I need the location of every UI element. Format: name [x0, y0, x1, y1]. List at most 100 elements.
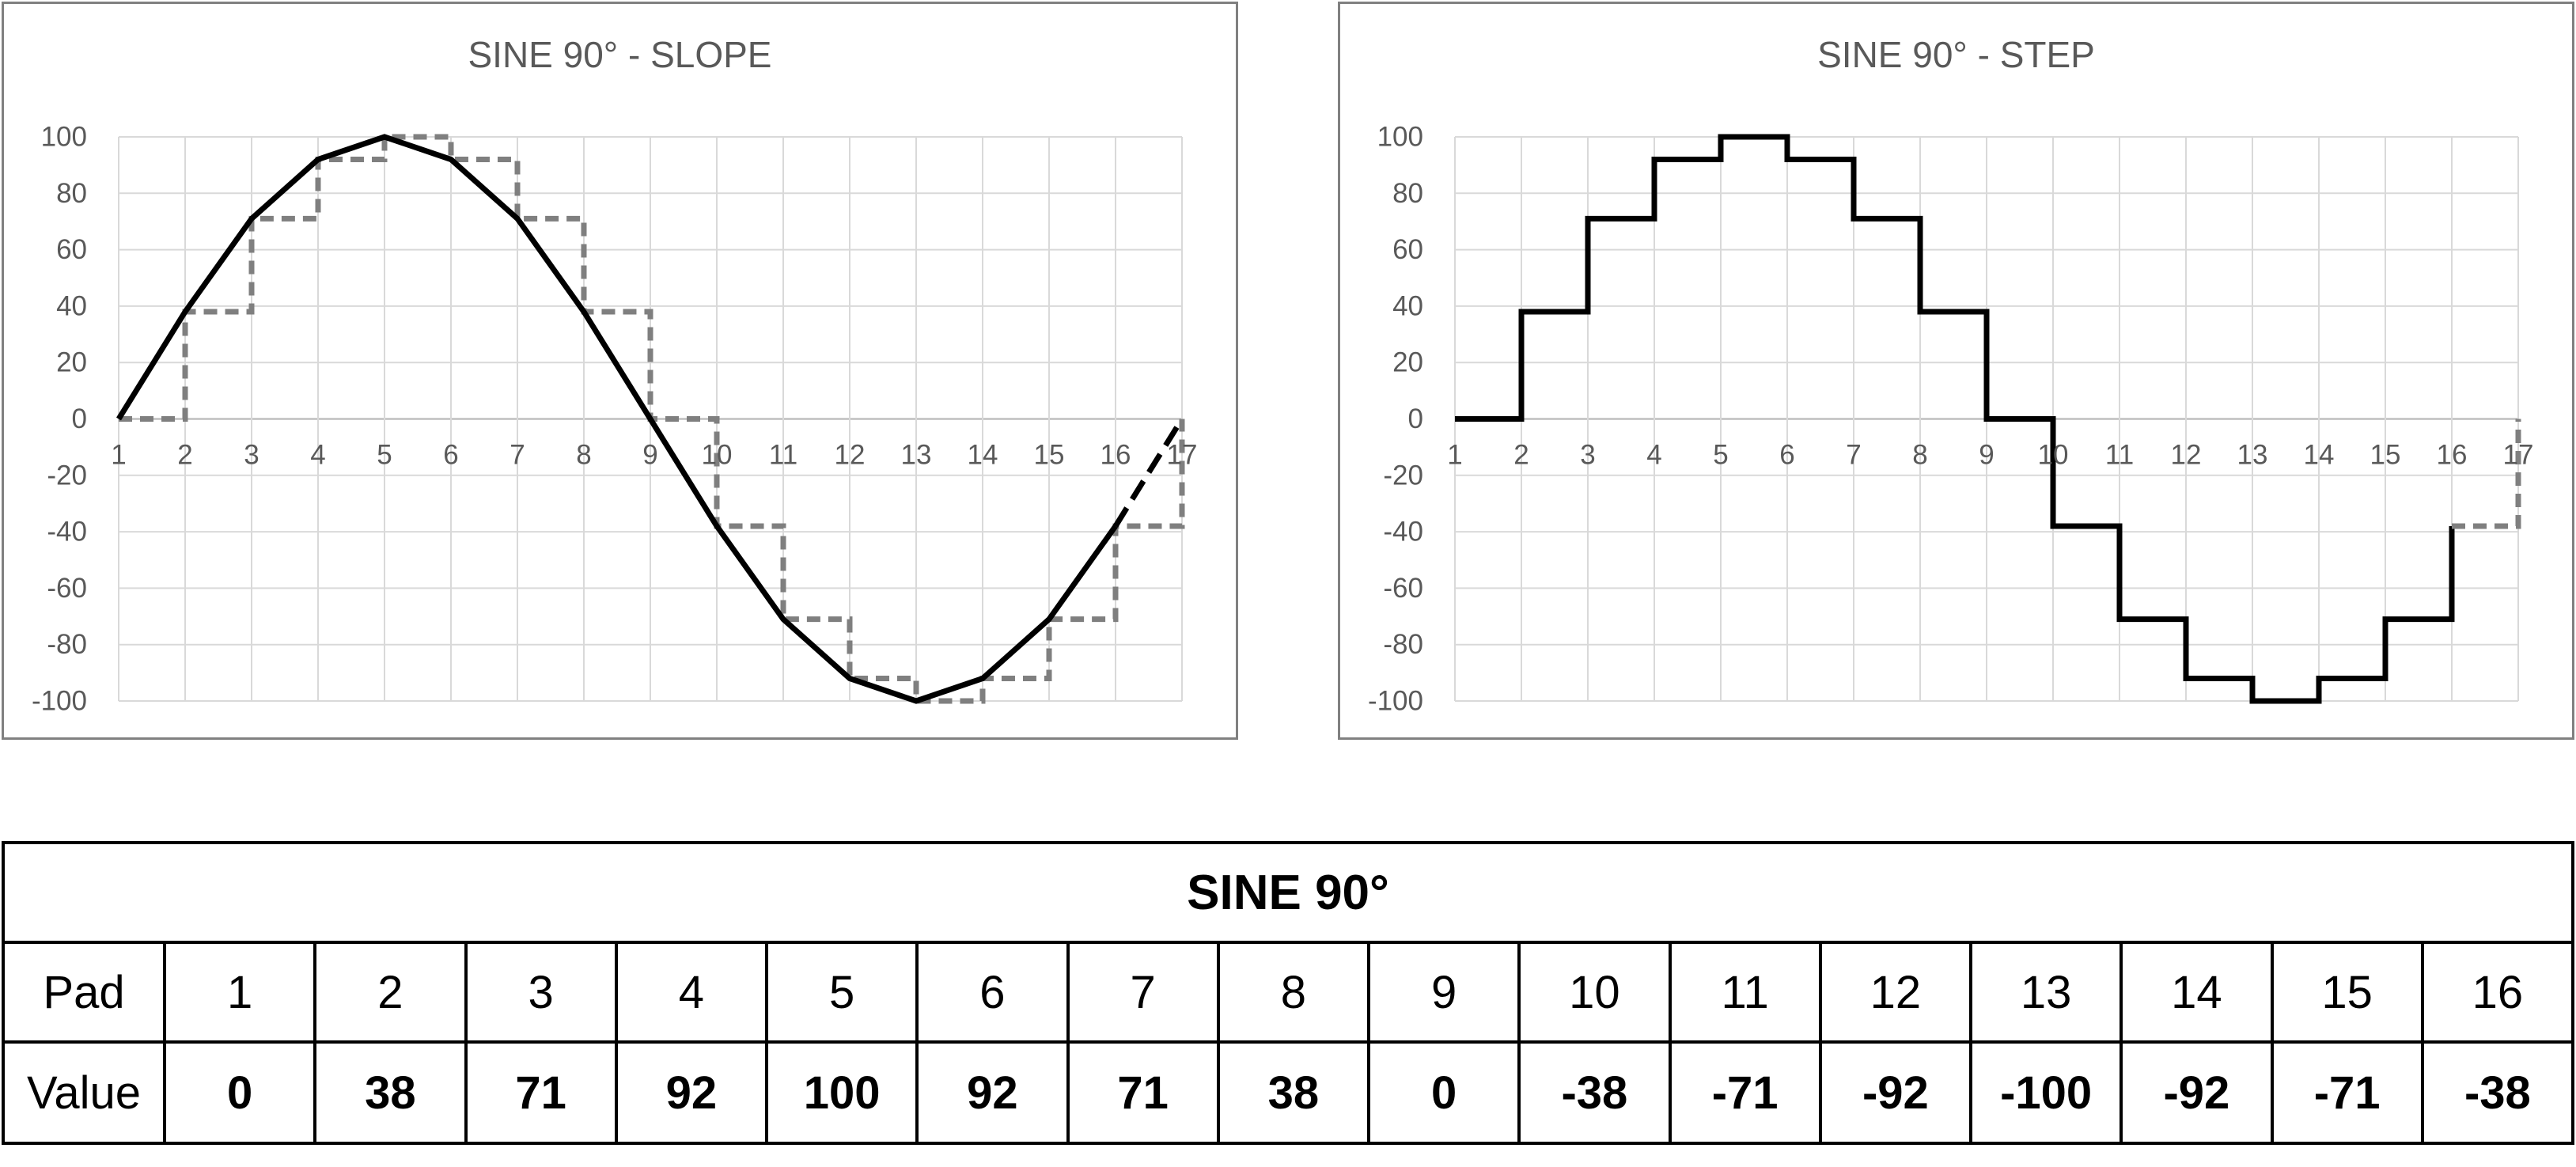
pad-cell: 2 [313, 941, 468, 1044]
x-tick-label: 15 [1034, 440, 1065, 471]
y-tick-label: 20 [1392, 347, 1423, 378]
y-tick-label: -40 [1383, 517, 1423, 548]
y-tick-label: -40 [47, 517, 87, 548]
series-sine-slope [116, 134, 1118, 704]
value-cell: -92 [2120, 1040, 2274, 1145]
value-cell: 38 [1216, 1040, 1371, 1145]
pad-cell: 13 [1968, 941, 2123, 1044]
x-tick-label: 6 [443, 440, 458, 471]
y-tick-label: 40 [1392, 290, 1423, 321]
pad-cell: 7 [1066, 941, 1220, 1044]
y-tick-label: 20 [56, 347, 87, 378]
sine-data-table: SINE 90° Pad 1 2 3 4 5 6 7 8 9 10 11 12 13 14 15 16 Val… [2, 841, 2575, 1145]
chart-title: SINE 90° - STEP [1817, 34, 2095, 75]
y-tick-label: 0 [1408, 404, 1423, 434]
x-tick-label: 16 [2437, 440, 2468, 471]
pad-cell: 4 [614, 941, 769, 1044]
x-tick-label: 8 [1912, 440, 1927, 471]
x-tick-label: 9 [1979, 440, 1994, 471]
y-tick-label: -60 [1383, 573, 1423, 604]
pad-cell: 6 [915, 941, 1070, 1044]
x-tick-label: 6 [1779, 440, 1794, 471]
value-cell: 92 [614, 1040, 769, 1145]
x-tick-label: 9 [642, 440, 657, 471]
x-tick-label: 1 [1447, 440, 1462, 471]
x-tick-label: 15 [2370, 440, 2401, 471]
y-tick-label: 40 [56, 290, 87, 321]
x-tick-label: 3 [244, 440, 259, 471]
x-tick-label: 14 [968, 440, 998, 471]
x-tick-label: 11 [769, 440, 797, 471]
table-title-row: SINE 90° [2, 841, 2574, 944]
y-tick-label: -100 [32, 686, 87, 717]
pad-cell: 8 [1216, 941, 1371, 1044]
value-cell: 71 [464, 1040, 618, 1145]
y-tick-label: 80 [56, 178, 87, 209]
x-tick-label: 7 [1846, 440, 1861, 471]
y-tick-label: 0 [72, 404, 87, 434]
y-tick-label: 60 [1392, 234, 1423, 265]
y-tick-label: 80 [1392, 178, 1423, 209]
x-tick-label: 14 [2304, 440, 2335, 471]
y-tick-label: 60 [56, 234, 87, 265]
y-tick-label: -60 [47, 573, 87, 604]
pad-row-label: Pad [2, 941, 166, 1044]
y-tick-label: -80 [1383, 629, 1423, 660]
x-tick-label: 11 [2105, 440, 2134, 471]
value-cell: 100 [764, 1040, 919, 1145]
y-tick-label: -100 [1368, 686, 1423, 717]
value-cell: 71 [1066, 1040, 1220, 1145]
x-tick-label: 1 [111, 440, 126, 471]
y-tick-label: -80 [47, 629, 87, 660]
pad-cell: 3 [464, 941, 618, 1044]
x-tick-label: 13 [901, 440, 932, 471]
chart-title: SINE 90° - SLOPE [468, 34, 772, 75]
x-tick-label: 12 [2171, 440, 2202, 471]
pad-cell: 14 [2120, 941, 2274, 1044]
y-tick-label: 100 [41, 122, 87, 153]
series-sine-step-wrap [2452, 419, 2521, 529]
x-tick-label: 13 [2237, 440, 2268, 471]
pad-cell: 10 [1517, 941, 1672, 1044]
x-tick-label: 16 [1100, 440, 1131, 471]
y-tick-label: -20 [1383, 460, 1423, 491]
x-tick-label: 5 [1713, 440, 1728, 471]
y-tick-label: 100 [1377, 122, 1423, 153]
y-tick-label: -20 [47, 460, 87, 491]
pad-cell: 15 [2270, 941, 2424, 1044]
x-tick-label: 17 [1167, 440, 1198, 471]
x-tick-label: 17 [2503, 440, 2534, 471]
series-sine-slope-wrap [1113, 417, 1184, 528]
chart-sine-step: 100 80 60 40 20 0 -20 -40 -60 -80 -100 1 2 3 4 5 6 7 8 9 10 1… [1338, 2, 2574, 740]
x-tick-label: 12 [835, 440, 866, 471]
value-cell: -92 [1818, 1040, 1973, 1145]
series-sine-step [1455, 134, 2455, 704]
table-value-row: Value 0 38 71 92 100 92 71 38 0 -38 -71 -92 -100 -92-… [2, 1040, 2575, 1145]
pad-cell: 1 [162, 941, 317, 1044]
x-tick-label: 8 [576, 440, 591, 471]
pad-cell: 11 [1668, 941, 1822, 1044]
value-cell: 0 [1366, 1040, 1521, 1145]
value-cell: -71 [2270, 1040, 2424, 1145]
value-cell: -100 [1968, 1040, 2123, 1145]
x-tick-label: 4 [1646, 440, 1661, 471]
value-cell: 92 [915, 1040, 1070, 1145]
pad-cell: 5 [764, 941, 919, 1044]
x-tick-label: 4 [310, 440, 325, 471]
value-cell: -71 [1668, 1040, 1822, 1145]
x-tick-label: 2 [1513, 440, 1529, 471]
x-tick-label: 2 [177, 440, 192, 471]
x-tick-label: 10 [2038, 440, 2069, 471]
value-cell: 38 [313, 1040, 468, 1145]
pad-cell: 16 [2420, 941, 2575, 1044]
x-tick-label: 3 [1580, 440, 1595, 471]
value-row-label: Value [2, 1040, 166, 1145]
value-cell: -38 [1517, 1040, 1672, 1145]
x-tick-label: 10 [702, 440, 733, 471]
x-tick-label: 5 [377, 440, 392, 471]
x-tick-label: 7 [510, 440, 525, 471]
table-title: SINE 90° [2, 841, 2574, 944]
table-pad-row: Pad 1 2 3 4 5 6 7 8 9 10 11 12 13 14 15 16 [2, 941, 2575, 1044]
